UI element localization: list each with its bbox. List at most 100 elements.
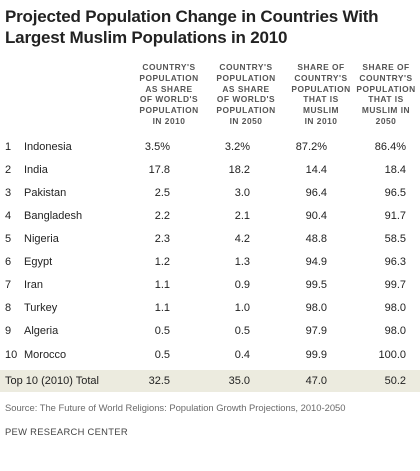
country-cell: Indonesia — [24, 141, 72, 153]
value-cell: 100.0 — [378, 349, 406, 361]
header-line: MUSLIM — [302, 105, 340, 116]
header-line: IN 2010 — [152, 115, 186, 126]
value-cell: 96.4 — [305, 187, 327, 199]
value-cell: 2.1 — [234, 210, 250, 222]
value-cell: 18.2 — [228, 164, 250, 176]
rank-cell: 7 — [5, 279, 12, 291]
column-header-share-world-2010: COUNTRY'S POPULATION AS SHARE OF WORLD'S… — [133, 62, 205, 127]
value-cell: 98.0 — [384, 302, 406, 314]
header-line: POPULATION — [356, 83, 416, 94]
rank-cell: 8 — [5, 302, 12, 314]
value-cell: 3.5% — [144, 141, 170, 153]
value-cell: 48.8 — [305, 233, 327, 245]
country-cell: Morocco — [24, 349, 67, 361]
column-header-muslim-share-2050: SHARE OF COUNTRY'S POPULATION THAT IS MU… — [351, 62, 420, 127]
value-cell: 0.5 — [234, 325, 250, 337]
value-cell: 1.0 — [234, 302, 250, 314]
organization-credit: PEW RESEARCH CENTER — [5, 426, 128, 437]
header-line: THAT IS — [303, 94, 339, 105]
country-cell: Bangladesh — [24, 210, 83, 222]
rank-cell: 6 — [5, 256, 12, 268]
table-row: 7 Iran 1.1 0.9 99.5 99.7 — [0, 274, 420, 297]
source-note: Source: The Future of World Religions: P… — [5, 402, 346, 413]
page-title: Projected Population Change in Countries… — [5, 6, 415, 48]
header-line: IN 2010 — [304, 115, 338, 126]
rank-cell: 1 — [5, 141, 12, 153]
header-line: POPULATION — [216, 72, 276, 83]
total-value: 50.2 — [384, 375, 406, 387]
value-cell: 4.2 — [234, 233, 250, 245]
total-value: 47.0 — [305, 375, 327, 387]
value-cell: 91.7 — [384, 210, 406, 222]
header-line: POPULATION — [139, 105, 199, 116]
rank-cell: 4 — [5, 210, 12, 222]
value-cell: 96.5 — [384, 187, 406, 199]
header-line: AS SHARE — [222, 83, 270, 94]
rank-cell: 2 — [5, 164, 12, 176]
title-line-2: Largest Muslim Populations in 2010 — [5, 28, 288, 47]
header-line: OF WORLD'S — [139, 94, 199, 105]
total-value: 35.0 — [228, 375, 250, 387]
value-cell: 3.2% — [224, 141, 250, 153]
header-line: 2050 — [375, 115, 397, 126]
value-cell: 98.0 — [305, 302, 327, 314]
value-cell: 2.2 — [154, 210, 170, 222]
value-cell: 87.2% — [295, 141, 327, 153]
header-line: POPULATION — [216, 105, 276, 116]
value-cell: 97.9 — [305, 325, 327, 337]
header-line: COUNTRY'S — [359, 72, 413, 83]
table-row: 2 India 17.8 18.2 14.4 18.4 — [0, 159, 420, 182]
table-row: 5 Nigeria 2.3 4.2 48.8 58.5 — [0, 228, 420, 251]
total-row: Top 10 (2010) Total 32.5 35.0 47.0 50.2 — [0, 370, 420, 392]
value-cell: 0.5 — [154, 325, 170, 337]
table-row: 1 Indonesia 3.5% 3.2% 87.2% 86.4% — [0, 136, 420, 159]
value-cell: 86.4% — [374, 141, 406, 153]
header-line: MUSLIM IN — [361, 105, 411, 116]
value-cell: 18.4 — [384, 164, 406, 176]
value-cell: 58.5 — [384, 233, 406, 245]
value-cell: 1.2 — [154, 256, 170, 268]
table-row: 6 Egypt 1.2 1.3 94.9 96.3 — [0, 251, 420, 274]
header-line: POPULATION — [139, 72, 199, 83]
table-row: 8 Turkey 1.1 1.0 98.0 98.0 — [0, 297, 420, 320]
value-cell: 17.8 — [148, 164, 170, 176]
value-cell: 98.0 — [384, 325, 406, 337]
header-line: COUNTRY'S — [294, 72, 348, 83]
value-cell: 0.4 — [234, 349, 250, 361]
title-line-1: Projected Population Change in Countries… — [5, 7, 379, 26]
total-label: Top 10 (2010) Total — [5, 375, 99, 387]
country-cell: Egypt — [24, 256, 53, 268]
rank-cell: 5 — [5, 233, 12, 245]
header-line: AS SHARE — [145, 83, 193, 94]
value-cell: 1.3 — [234, 256, 250, 268]
country-cell: Nigeria — [24, 233, 59, 245]
column-header-muslim-share-2010: SHARE OF COUNTRY'S POPULATION THAT IS MU… — [286, 62, 356, 127]
value-cell: 1.1 — [154, 302, 170, 314]
header-line: COUNTRY'S — [142, 62, 196, 72]
country-cell: India — [24, 164, 48, 176]
header-line: SHARE OF — [362, 62, 410, 72]
table-row: 10 Morocco 0.5 0.4 99.9 100.0 — [0, 344, 420, 367]
header-line: SHARE OF — [297, 62, 345, 72]
header-line: THAT IS — [368, 94, 404, 105]
table-row: 9 Algeria 0.5 0.5 97.9 98.0 — [0, 320, 420, 343]
header-line: OF WORLD'S — [216, 94, 276, 105]
value-cell: 99.9 — [305, 349, 327, 361]
value-cell: 14.4 — [305, 164, 327, 176]
country-cell: Algeria — [24, 325, 59, 337]
country-cell: Pakistan — [24, 187, 67, 199]
rank-cell: 3 — [5, 187, 12, 199]
value-cell: 90.4 — [305, 210, 327, 222]
value-cell: 0.5 — [154, 349, 170, 361]
header-line: POPULATION — [291, 83, 351, 94]
table-row: 3 Pakistan 2.5 3.0 96.4 96.5 — [0, 182, 420, 205]
value-cell: 2.5 — [154, 187, 170, 199]
country-cell: Turkey — [24, 302, 58, 314]
country-cell: Iran — [24, 279, 43, 291]
value-cell: 99.7 — [384, 279, 406, 291]
table-row: 4 Bangladesh 2.2 2.1 90.4 91.7 — [0, 205, 420, 228]
value-cell: 99.5 — [305, 279, 327, 291]
value-cell: 96.3 — [384, 256, 406, 268]
header-line: COUNTRY'S — [219, 62, 273, 72]
value-cell: 1.1 — [154, 279, 170, 291]
